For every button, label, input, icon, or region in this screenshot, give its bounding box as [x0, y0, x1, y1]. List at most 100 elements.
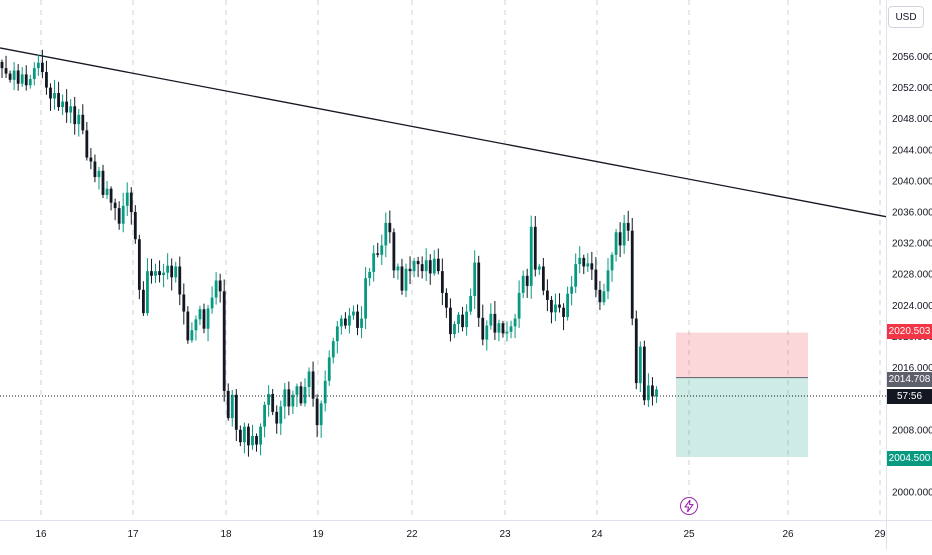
currency-button[interactable]: USD — [888, 6, 924, 28]
candle-body — [344, 318, 347, 326]
candle-body — [432, 258, 436, 274]
time-tick-label: 24 — [591, 529, 603, 540]
candle-body — [162, 272, 165, 276]
candle — [517, 280, 521, 328]
trendline-segment[interactable] — [0, 47, 887, 218]
candle-body — [590, 263, 594, 270]
candle — [45, 60, 48, 95]
candle — [457, 312, 460, 333]
candle — [190, 322, 194, 343]
candle-body — [303, 387, 307, 404]
candle-body — [222, 291, 226, 391]
candle-body — [28, 79, 32, 86]
candle — [113, 198, 117, 221]
candle — [230, 390, 234, 427]
candle — [24, 65, 28, 91]
candle — [81, 104, 85, 135]
lightning-bolt-glyph — [684, 500, 694, 512]
candle — [598, 280, 602, 310]
candle — [440, 258, 444, 306]
candle-body — [408, 268, 412, 272]
candle-body — [529, 226, 533, 286]
candle — [348, 307, 351, 334]
stop-loss-zone[interactable] — [676, 332, 808, 378]
candle-body — [150, 271, 153, 276]
lightning-bolt-icon[interactable] — [680, 497, 698, 515]
candle-body — [436, 258, 440, 272]
candle — [465, 304, 468, 336]
candle-body — [12, 70, 16, 80]
candle — [117, 201, 121, 230]
candle — [554, 293, 557, 322]
candle — [525, 268, 529, 298]
candle — [388, 210, 392, 244]
candle — [259, 423, 262, 456]
candle-body — [416, 261, 420, 265]
candle-body — [206, 308, 210, 329]
time-tick-label: 25 — [683, 529, 695, 540]
position-tool[interactable] — [676, 332, 808, 458]
candle-body — [311, 371, 315, 399]
time-tick-label: 23 — [499, 529, 511, 540]
candle-body — [356, 311, 359, 328]
candle — [339, 315, 343, 335]
candle-body — [117, 208, 121, 224]
candle — [41, 49, 44, 79]
candle — [638, 341, 642, 393]
candle — [105, 180, 109, 200]
candle — [53, 79, 56, 110]
candle — [327, 350, 331, 386]
candle-body — [445, 292, 448, 308]
candle — [642, 340, 646, 406]
candle-body — [190, 330, 194, 341]
candle — [489, 303, 493, 330]
candle-body — [146, 271, 149, 314]
candle — [8, 70, 12, 83]
candle — [477, 255, 481, 327]
candle — [392, 228, 396, 279]
candle — [73, 96, 77, 135]
time-tick-label: 16 — [35, 529, 47, 540]
candle-body — [129, 192, 133, 213]
candle-body — [586, 263, 590, 267]
trendline[interactable] — [0, 47, 887, 218]
countdown-tag: 57:56 — [887, 389, 932, 404]
candle — [453, 321, 456, 338]
candle — [449, 298, 452, 342]
candle-body — [53, 93, 56, 99]
candle-body — [380, 245, 384, 255]
candle-body — [182, 294, 186, 312]
candle — [222, 279, 226, 402]
candle — [267, 385, 271, 417]
take-profit-zone[interactable] — [676, 377, 808, 458]
candle — [323, 370, 327, 412]
candle-body — [626, 222, 630, 231]
candle — [505, 321, 509, 342]
candle-body — [137, 239, 141, 290]
price-tick-label: 2032.000 — [892, 239, 932, 250]
candle-body — [360, 318, 363, 328]
candle-body — [170, 265, 174, 278]
candle-body — [537, 266, 541, 270]
candle — [49, 83, 52, 111]
candle-body — [424, 260, 428, 272]
candle — [65, 89, 69, 123]
candle — [364, 266, 367, 330]
price-tick-label: 2016.000 — [892, 363, 932, 374]
candle-body — [469, 296, 473, 312]
candle — [602, 283, 606, 306]
candle — [416, 256, 420, 278]
candle — [214, 272, 218, 305]
candle — [630, 218, 634, 326]
target-price-tag: 2004.500 — [887, 451, 932, 466]
candle-body — [642, 346, 646, 401]
candle-body — [525, 275, 529, 286]
candle — [497, 319, 501, 342]
candle-body — [505, 331, 509, 334]
candle-body — [109, 188, 113, 203]
candle-body — [194, 319, 198, 331]
candle-body — [396, 266, 400, 271]
candle-body — [319, 403, 323, 426]
